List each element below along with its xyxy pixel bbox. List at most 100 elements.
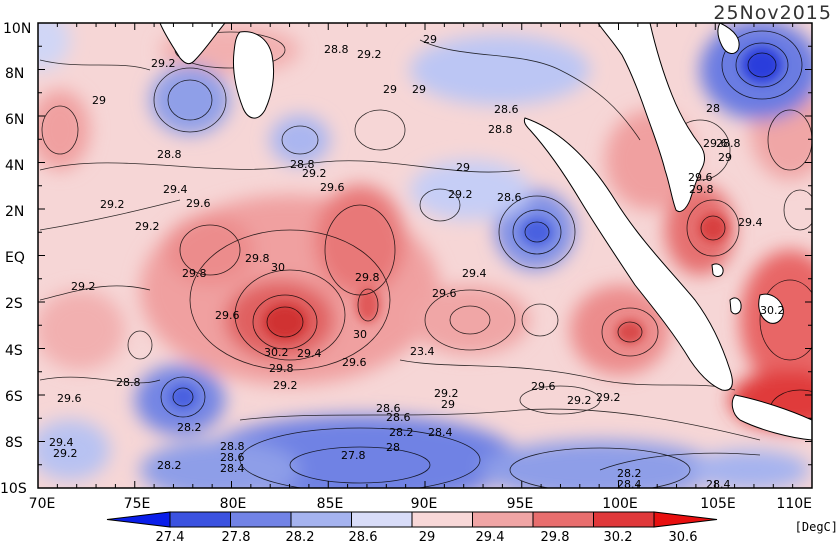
- contour-label: 29.8: [269, 362, 294, 375]
- contour-label: 29: [92, 94, 106, 107]
- x-axis: 70E 75E 80E 85E 90E 95E 100E 105E 110E: [29, 496, 812, 512]
- x-tick-label: 75E: [124, 496, 151, 512]
- contour-label: 29.2: [100, 198, 125, 211]
- contour-label: 29.2: [151, 57, 176, 70]
- contour-label: 28: [706, 102, 720, 115]
- contour-label: 28.8: [716, 137, 741, 150]
- contour-label: 28.8: [324, 43, 349, 56]
- map-title: 25Nov2015: [713, 2, 832, 24]
- colorbar-label: 27.4: [156, 530, 185, 545]
- contour-label: 30.2: [760, 304, 785, 317]
- colorbar-label: 28.6: [349, 530, 378, 545]
- contour-label: 28.8: [488, 123, 513, 136]
- contour-label: 28.6: [497, 191, 522, 204]
- contour-label: 23.4: [410, 345, 435, 358]
- contour-label: 29.6: [57, 392, 82, 405]
- colorbar-label: 29.8: [541, 530, 570, 545]
- colorbar-segment: [230, 511, 292, 528]
- contour-label: 29.2: [596, 391, 621, 404]
- contour-label: 29.6: [432, 287, 457, 300]
- contour-label: 28.8: [116, 376, 141, 389]
- contour-label: 28.8: [290, 158, 315, 171]
- contour-label: 28: [386, 441, 400, 454]
- contour-labels: 28.8 29.2 29 29.2 29 29 28.6 28.8 29 28.…: [49, 33, 785, 491]
- colorbar-label: 30.2: [604, 530, 633, 545]
- contour-label: 29.6: [531, 380, 556, 393]
- axis-ticks: [37, 22, 813, 489]
- contour-label: 28.2: [617, 467, 642, 480]
- contour-label: 28.4: [706, 478, 731, 491]
- contour-label: 29: [718, 151, 732, 164]
- x-tick-label: 95E: [507, 496, 534, 512]
- colorbar-segment: [653, 511, 718, 528]
- contour-label: 29: [423, 33, 437, 46]
- colorbar-label: 29: [419, 530, 436, 545]
- contour-label: 29.4: [49, 436, 74, 449]
- contour-label: 29.4: [163, 183, 188, 196]
- x-tick-label: 110E: [776, 496, 812, 512]
- y-tick-label: 2S: [5, 296, 23, 312]
- colorbar-segment: [106, 511, 171, 528]
- y-tick-label: 10N: [3, 21, 31, 37]
- contour-label: 29.2: [434, 387, 459, 400]
- contour-label: 28.4: [220, 462, 245, 475]
- colorbar-unit: [DegC]: [795, 520, 838, 534]
- contour-label: 28.6: [494, 103, 519, 116]
- y-tick-label: 10S: [0, 481, 27, 497]
- contour-label: 29.2: [448, 188, 473, 201]
- x-tick-label: 85E: [317, 496, 344, 512]
- contour-label: 30: [271, 261, 285, 274]
- colorbar-segment: [169, 511, 231, 528]
- colorbar-segment: [290, 511, 352, 528]
- contour-label: 29.2: [567, 394, 592, 407]
- contour-label: 30: [353, 328, 367, 341]
- y-tick-label: EQ: [5, 250, 25, 266]
- contour-label: 29: [456, 161, 470, 174]
- contour-label: 30.2: [264, 346, 289, 359]
- contour-label: 29.4: [297, 347, 322, 360]
- contour-label: 29.6: [320, 181, 345, 194]
- land: [159, 23, 812, 441]
- y-tick-label: 6N: [5, 112, 24, 128]
- contour-label: 29.2: [71, 280, 96, 293]
- contour-label: 29.2: [273, 379, 298, 392]
- contour-label: 29.6: [215, 309, 240, 322]
- contour-label: 29.6: [186, 197, 211, 210]
- contour-label: 29: [441, 398, 455, 411]
- sst-field: 28.8 29.2 29 29.2 29 29 28.6 28.8 29 28.…: [38, 23, 812, 491]
- contour-label: 28.6: [376, 402, 401, 415]
- contour-label: 29: [412, 83, 426, 96]
- contour-label: 28.8: [157, 148, 182, 161]
- contour-label: 28.6: [386, 411, 411, 424]
- x-tick-label: 100E: [602, 496, 638, 512]
- y-tick-label: 4S: [5, 343, 23, 359]
- contour-label: 28.4: [428, 426, 453, 439]
- contour-label: 29.8: [182, 267, 207, 280]
- colorbar-labels: 27.4 27.8 28.2 28.6 29 29.4 29.8 30.2 30…: [156, 530, 698, 545]
- contour-label: 28.4: [617, 478, 642, 491]
- contour-label: 29.2: [357, 48, 382, 61]
- contour-label: 29.2: [53, 447, 78, 460]
- contour-label: 29.6: [703, 137, 728, 150]
- colorbar-segment: [593, 511, 655, 528]
- y-tick-label: 8N: [5, 66, 24, 82]
- colorbar: [106, 511, 718, 528]
- x-tick-label: 70E: [29, 496, 56, 512]
- y-tick-label: 4N: [5, 158, 24, 174]
- x-tick-label: 105E: [700, 496, 736, 512]
- y-tick-label: 6S: [5, 389, 23, 405]
- x-tick-label: 80E: [220, 496, 247, 512]
- contour-label: 29.8: [355, 271, 380, 284]
- colorbar-label: 29.4: [476, 530, 505, 545]
- contour-label: 29.2: [135, 220, 160, 233]
- contour-label: 28.2: [389, 426, 414, 439]
- colorbar-label: 30.6: [669, 530, 698, 545]
- contour-label: 27.8: [341, 449, 366, 462]
- colorbar-segment: [472, 511, 534, 528]
- y-tick-label: 8S: [5, 435, 23, 451]
- contour-label: 28.6: [220, 451, 245, 464]
- contour-label: 29.8: [245, 252, 270, 265]
- y-axis: 10N 8N 6N 4N 2N EQ 2S 4S 6S 8S 10S: [0, 21, 31, 497]
- colorbar-segment: [411, 511, 473, 528]
